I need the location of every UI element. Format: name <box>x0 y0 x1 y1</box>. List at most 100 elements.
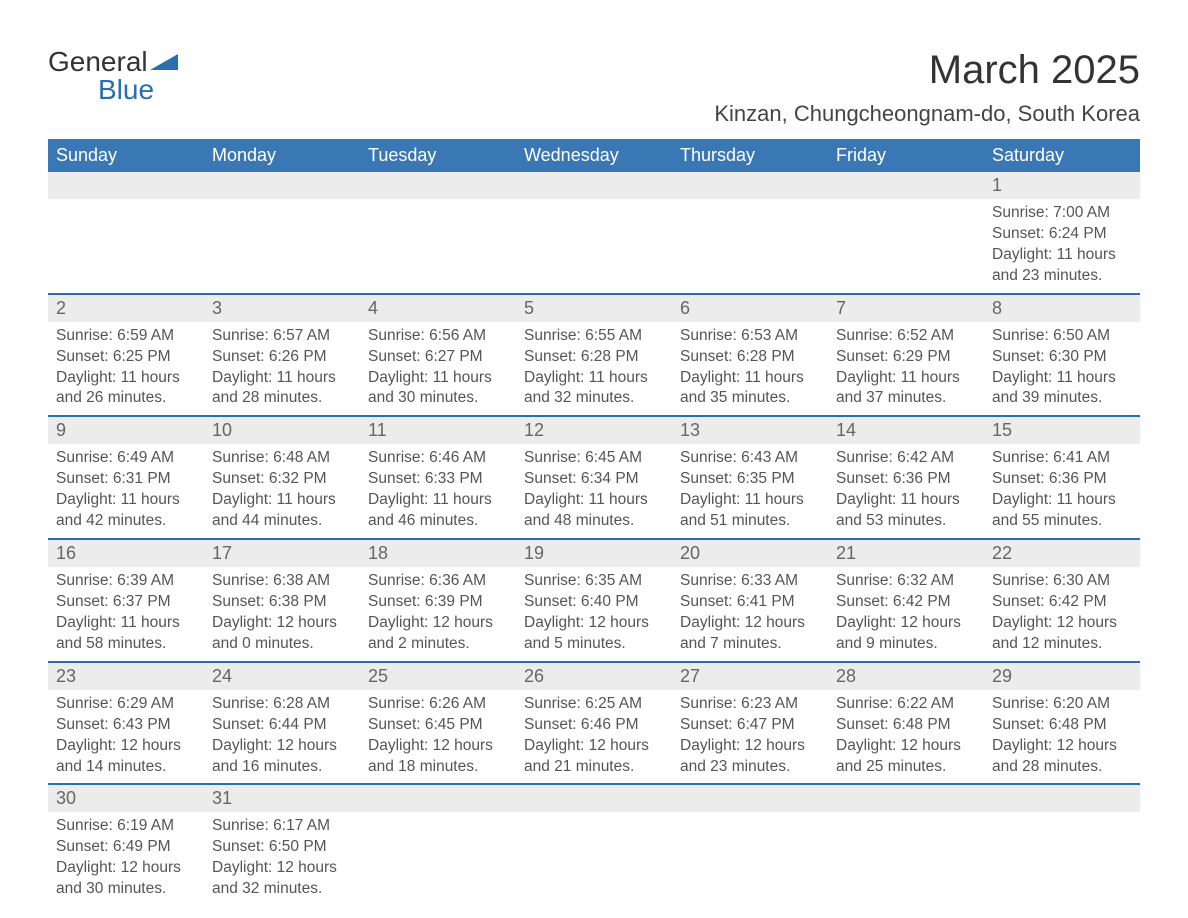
daylight-line: and 14 minutes. <box>56 757 196 778</box>
day-cell-number: 16 <box>48 539 204 567</box>
daylight-line: and 42 minutes. <box>56 511 196 532</box>
daylight-line: Daylight: 12 hours <box>56 858 196 879</box>
day-cell-content: Sunrise: 6:39 AMSunset: 6:37 PMDaylight:… <box>48 567 204 662</box>
day-cell-content <box>516 199 672 294</box>
day-cell-content: Sunrise: 6:57 AMSunset: 6:26 PMDaylight:… <box>204 322 360 417</box>
day-header: Tuesday <box>360 139 516 172</box>
sunset-line: Sunset: 6:27 PM <box>368 347 508 368</box>
day-cell-content <box>360 199 516 294</box>
daylight-line: Daylight: 11 hours <box>368 368 508 389</box>
day-cell-number: 9 <box>48 416 204 444</box>
sunset-line: Sunset: 6:46 PM <box>524 715 664 736</box>
daylight-line: Daylight: 12 hours <box>992 613 1132 634</box>
daylight-line: Daylight: 11 hours <box>992 490 1132 511</box>
day-cell-content: Sunrise: 6:23 AMSunset: 6:47 PMDaylight:… <box>672 690 828 785</box>
daylight-line: Daylight: 11 hours <box>836 368 976 389</box>
day-cell-content: Sunrise: 6:42 AMSunset: 6:36 PMDaylight:… <box>828 444 984 539</box>
day-cell-number: 1 <box>984 172 1140 199</box>
day-cell-number: 8 <box>984 294 1140 322</box>
day-number: 22 <box>984 540 1140 567</box>
day-number: 29 <box>984 663 1140 690</box>
daylight-line: and 48 minutes. <box>524 511 664 532</box>
sunset-line: Sunset: 6:44 PM <box>212 715 352 736</box>
sunset-line: Sunset: 6:28 PM <box>680 347 820 368</box>
day-cell-content: Sunrise: 6:50 AMSunset: 6:30 PMDaylight:… <box>984 322 1140 417</box>
sunset-line: Sunset: 6:28 PM <box>524 347 664 368</box>
day-number: 7 <box>828 295 984 322</box>
calendar-table: Sunday Monday Tuesday Wednesday Thursday… <box>48 139 1140 906</box>
sunrise-line: Sunrise: 6:46 AM <box>368 448 508 469</box>
sunrise-line: Sunrise: 6:53 AM <box>680 326 820 347</box>
daylight-line: Daylight: 11 hours <box>56 613 196 634</box>
day-number: 1 <box>984 172 1140 199</box>
day-cell-number <box>204 172 360 199</box>
sunset-line: Sunset: 6:43 PM <box>56 715 196 736</box>
day-cell-content: Sunrise: 6:20 AMSunset: 6:48 PMDaylight:… <box>984 690 1140 785</box>
day-cell-content: Sunrise: 6:45 AMSunset: 6:34 PMDaylight:… <box>516 444 672 539</box>
daylight-line: and 23 minutes. <box>680 757 820 778</box>
sunrise-line: Sunrise: 6:28 AM <box>212 694 352 715</box>
day-cell-content: Sunrise: 6:33 AMSunset: 6:41 PMDaylight:… <box>672 567 828 662</box>
day-number: 26 <box>516 663 672 690</box>
day-number: 28 <box>828 663 984 690</box>
sunrise-line: Sunrise: 6:52 AM <box>836 326 976 347</box>
sunset-line: Sunset: 6:47 PM <box>680 715 820 736</box>
daylight-line: Daylight: 11 hours <box>992 368 1132 389</box>
day-cell-content: Sunrise: 6:43 AMSunset: 6:35 PMDaylight:… <box>672 444 828 539</box>
daylight-line: and 16 minutes. <box>212 757 352 778</box>
daylight-line: and 25 minutes. <box>836 757 976 778</box>
daylight-line: Daylight: 12 hours <box>212 613 352 634</box>
sunset-line: Sunset: 6:48 PM <box>836 715 976 736</box>
day-cell-number: 12 <box>516 416 672 444</box>
daylight-line: and 32 minutes. <box>524 388 664 409</box>
day-header-row: Sunday Monday Tuesday Wednesday Thursday… <box>48 139 1140 172</box>
day-header: Wednesday <box>516 139 672 172</box>
day-cell-content <box>360 812 516 906</box>
day-cell-content: Sunrise: 6:25 AMSunset: 6:46 PMDaylight:… <box>516 690 672 785</box>
sunrise-line: Sunrise: 6:38 AM <box>212 571 352 592</box>
logo-text-bottom: Blue <box>98 76 178 104</box>
daylight-line: and 30 minutes. <box>368 388 508 409</box>
day-number: 9 <box>48 417 204 444</box>
daylight-line: and 23 minutes. <box>992 266 1132 287</box>
day-cell-number: 11 <box>360 416 516 444</box>
daylight-line: and 21 minutes. <box>524 757 664 778</box>
day-cell-number: 21 <box>828 539 984 567</box>
day-number: 5 <box>516 295 672 322</box>
daylight-line: and 58 minutes. <box>56 634 196 655</box>
day-number: 30 <box>48 785 204 812</box>
daylight-line: and 26 minutes. <box>56 388 196 409</box>
sunrise-line: Sunrise: 6:43 AM <box>680 448 820 469</box>
day-cell-number: 27 <box>672 662 828 690</box>
daylight-line: Daylight: 12 hours <box>680 613 820 634</box>
day-cell-number <box>360 172 516 199</box>
daylight-line: and 53 minutes. <box>836 511 976 532</box>
sunset-line: Sunset: 6:33 PM <box>368 469 508 490</box>
day-cell-content: Sunrise: 6:28 AMSunset: 6:44 PMDaylight:… <box>204 690 360 785</box>
day-number: 11 <box>360 417 516 444</box>
sunrise-line: Sunrise: 6:41 AM <box>992 448 1132 469</box>
daylight-line: Daylight: 12 hours <box>212 858 352 879</box>
sunset-line: Sunset: 6:24 PM <box>992 224 1132 245</box>
day-number: 20 <box>672 540 828 567</box>
daylight-line: Daylight: 11 hours <box>680 490 820 511</box>
day-cell-number: 10 <box>204 416 360 444</box>
sunrise-line: Sunrise: 6:19 AM <box>56 816 196 837</box>
location: Kinzan, Chungcheongnam-do, South Korea <box>714 101 1140 127</box>
sunset-line: Sunset: 6:38 PM <box>212 592 352 613</box>
day-cell-number <box>516 172 672 199</box>
day-cell-content: Sunrise: 6:41 AMSunset: 6:36 PMDaylight:… <box>984 444 1140 539</box>
daylight-line: Daylight: 12 hours <box>992 736 1132 757</box>
day-cell-content <box>828 812 984 906</box>
daylight-line: Daylight: 11 hours <box>56 368 196 389</box>
day-number: 27 <box>672 663 828 690</box>
day-cell-number: 2 <box>48 294 204 322</box>
day-cell-content: Sunrise: 6:35 AMSunset: 6:40 PMDaylight:… <box>516 567 672 662</box>
day-cell-number: 5 <box>516 294 672 322</box>
day-cell-number: 4 <box>360 294 516 322</box>
sunset-line: Sunset: 6:48 PM <box>992 715 1132 736</box>
day-cell-content: Sunrise: 6:29 AMSunset: 6:43 PMDaylight:… <box>48 690 204 785</box>
sunrise-line: Sunrise: 6:39 AM <box>56 571 196 592</box>
day-number: 18 <box>360 540 516 567</box>
sunrise-line: Sunrise: 6:45 AM <box>524 448 664 469</box>
